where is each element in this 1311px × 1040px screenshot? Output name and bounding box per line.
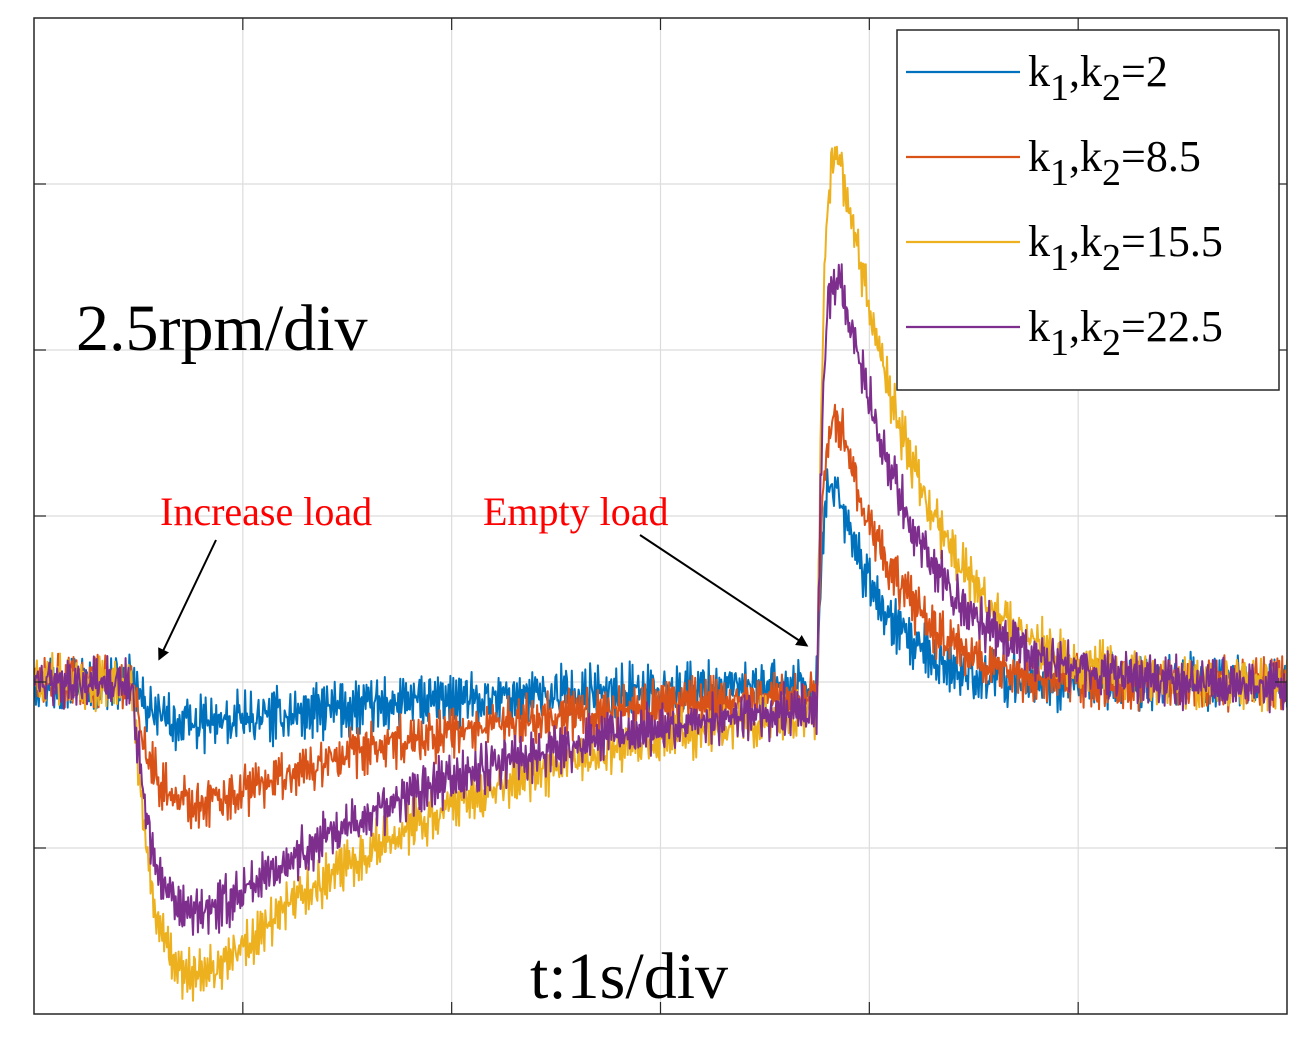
annotation-empty-load: Empty load [483,489,669,534]
series-line-4 [34,263,1287,936]
annotation-empty-arrow [639,534,809,647]
y-scale-label: 2.5rpm/div [76,292,368,365]
legend-label-1: k1,k2=2 [1028,47,1168,109]
annotation-increase-arrow [158,539,217,661]
legend-box [896,29,1280,391]
legend-label-3: k1,k2=15.5 [1028,217,1223,279]
legend: k1,k2=2 k1,k2=8.5 k1,k2=15.5 k1,k2=22.5 [896,29,1280,391]
axis-ticks [34,18,1287,1014]
series-group [34,145,1287,1002]
x-scale-label: t:1s/div [530,940,728,1013]
legend-label-4: k1,k2=22.5 [1028,302,1223,364]
annotation-increase-load: Increase load [160,489,372,534]
legend-label-2: k1,k2=8.5 [1028,132,1201,194]
